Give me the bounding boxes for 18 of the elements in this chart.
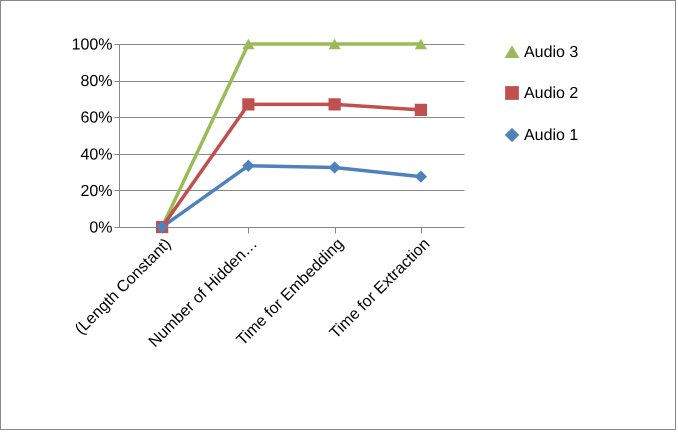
y-tick-label: 60% <box>80 110 112 127</box>
legend-label: Audio 3 <box>524 44 578 61</box>
point <box>242 160 254 172</box>
legend-label: Audio 2 <box>524 85 578 102</box>
point <box>414 104 427 116</box>
y-tick-label: 40% <box>80 146 112 164</box>
point <box>414 38 427 50</box>
y-tick-label: 100% <box>72 36 112 54</box>
point <box>242 98 254 111</box>
legend-label: Audio 1 <box>524 127 578 144</box>
y-tick-label: 20% <box>80 182 112 200</box>
point <box>414 170 427 183</box>
point <box>328 161 341 174</box>
y-tick-label: 80% <box>80 73 112 90</box>
point <box>242 38 254 50</box>
point <box>328 98 341 111</box>
y-tick-label: 0% <box>89 220 112 236</box>
point <box>328 38 341 50</box>
